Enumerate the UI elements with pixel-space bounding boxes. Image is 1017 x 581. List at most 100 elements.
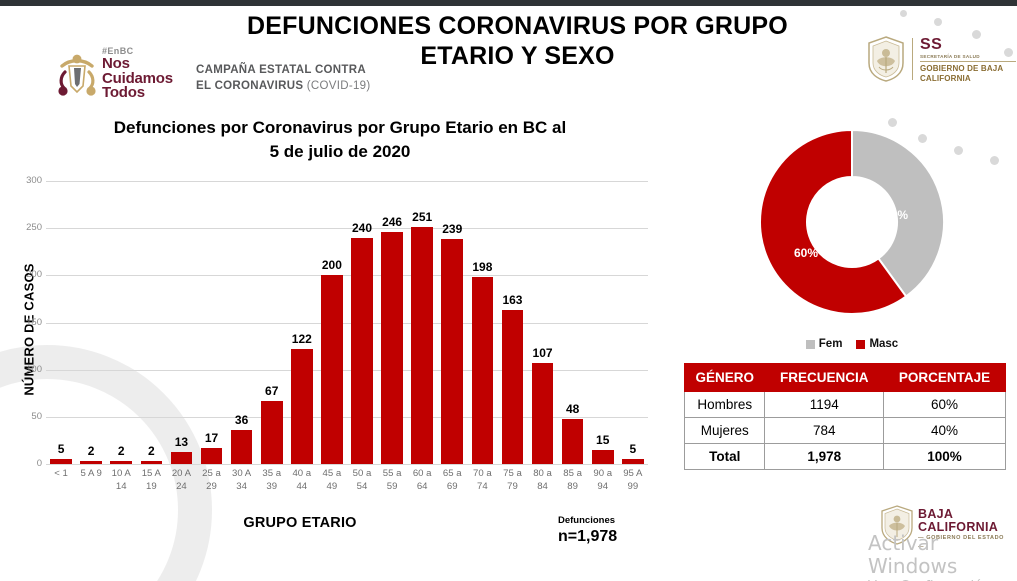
bar[interactable]: [591, 449, 614, 464]
x-axis-tick-label: 30 A 34: [232, 468, 252, 492]
x-axis-tick-label: 95 A 99: [623, 468, 643, 492]
bar-slot[interactable]: 36: [227, 181, 257, 464]
x-axis-title: GRUPO ETARIO: [243, 515, 357, 531]
gridline: [46, 275, 648, 277]
logo-divider: [912, 38, 913, 80]
donut-slice-fem[interactable]: [851, 128, 945, 298]
watermark-line-2: Ve a Configuración pa: [868, 578, 1017, 581]
bar[interactable]: [622, 459, 644, 464]
bar-slot[interactable]: 2: [76, 181, 106, 464]
bar-slot[interactable]: 200: [317, 181, 347, 464]
bar[interactable]: [80, 461, 102, 464]
bar[interactable]: [110, 461, 133, 464]
nct-wordmark: #EnBC Nos Cuidamos Todos: [102, 46, 173, 101]
bar-slot[interactable]: 15: [588, 181, 618, 464]
table-cell-porcentaje: 40%: [882, 417, 1007, 444]
bar-value-label: 107: [532, 346, 553, 361]
sample-size-value: n=1,978: [558, 528, 618, 545]
bar-slot[interactable]: 239: [437, 181, 467, 464]
campaign-line-1: CAMPAÑA ESTATAL CONTRA: [196, 64, 366, 76]
bc-line-3: — GOBIERNO DEL ESTADO —: [918, 535, 1005, 550]
bar[interactable]: [471, 277, 494, 464]
gridline: [46, 416, 648, 418]
bar-slot[interactable]: 240: [347, 181, 377, 464]
bar-slot[interactable]: 163: [497, 181, 527, 464]
donut-label-masc: 60%: [794, 246, 819, 260]
donut-slice-masc[interactable]: [759, 128, 908, 315]
bar-slot[interactable]: 13: [166, 181, 196, 464]
table-row: Hombres 1194 60%: [683, 391, 1007, 418]
nos-cuidamos-todos-logo: #EnBC Nos Cuidamos Todos: [54, 46, 184, 104]
legend-swatch-fem: [805, 339, 815, 349]
secretaria-salud-logo: SS SECRETARÍA DE SALUD GOBIERNO DE BAJA …: [866, 36, 1016, 86]
table-cell-frecuencia: 1,978: [764, 443, 884, 470]
nct-line-2: Cuidamos: [102, 69, 173, 87]
bar[interactable]: [351, 237, 373, 464]
x-axis-tick-label: 90 a 94: [593, 468, 613, 492]
gridline: [46, 322, 648, 324]
bar[interactable]: [140, 461, 163, 464]
x-axis-tick-label: 60 a 64: [412, 468, 432, 492]
watermark-line-1: Activar Windows: [868, 531, 958, 578]
bar[interactable]: [170, 451, 193, 464]
bar[interactable]: [501, 310, 524, 464]
table-cell-porcentaje: 100%: [882, 443, 1007, 470]
legend-swatch-masc: [856, 339, 866, 349]
bar[interactable]: [200, 447, 223, 464]
bar[interactable]: [290, 348, 313, 464]
bar[interactable]: [441, 238, 464, 464]
table-cell-frecuencia: 1194: [764, 391, 884, 418]
table-header-genero: GÉNERO: [683, 363, 766, 392]
legend-item-fem[interactable]: Fem: [805, 338, 843, 350]
bar[interactable]: [321, 275, 343, 464]
campaign-subtitle: CAMPAÑA ESTATAL CONTRA EL CORONAVIRUS (C…: [196, 62, 371, 94]
bar[interactable]: [381, 231, 403, 464]
page-title: DEFUNCIONES CORONAVIRUS POR GRUPO ETARIO…: [247, 12, 788, 70]
x-axis-tick-label: 85 a 89: [563, 468, 582, 492]
bar-slot[interactable]: 107: [528, 181, 558, 464]
bar-slot[interactable]: 246: [377, 181, 407, 464]
bc-line-1: BAJA: [918, 507, 954, 521]
legend-label-fem: Fem: [818, 338, 843, 350]
bar[interactable]: [531, 363, 554, 464]
bar-slot[interactable]: 2: [136, 181, 166, 464]
gridline: [46, 464, 648, 465]
bar[interactable]: [260, 400, 283, 464]
gridline: [46, 181, 648, 182]
y-axis-tick: 200: [26, 269, 42, 281]
bar[interactable]: [50, 459, 72, 464]
bar-value-label: 48: [565, 401, 580, 416]
campaign-line-2-bold: EL CORONAVIRUS: [196, 80, 304, 92]
x-axis-tick-label: < 1: [54, 468, 68, 479]
bar-slot[interactable]: 198: [467, 181, 497, 464]
bar-slot[interactable]: 5: [46, 181, 76, 464]
ss-wordmark: SS SECRETARÍA DE SALUD GOBIERNO DE BAJA …: [920, 37, 1016, 84]
bar-slot[interactable]: 48: [558, 181, 588, 464]
donut-label-fem: 40%: [884, 208, 909, 222]
x-axis-tick-label: 40 a 44: [292, 468, 312, 492]
bar-value-label: 198: [472, 260, 493, 275]
bar-slot[interactable]: 5: [618, 181, 648, 464]
bar-slot[interactable]: 17: [196, 181, 226, 464]
bar-value-label: 122: [291, 331, 312, 346]
ss-initials: SS: [920, 36, 943, 53]
bar-value-label: 13: [174, 434, 189, 449]
ss-rule: [920, 61, 1016, 62]
bar-slot[interactable]: 251: [407, 181, 437, 464]
bar-slot[interactable]: 122: [287, 181, 317, 464]
bar-value-label: 17: [204, 430, 219, 445]
bar[interactable]: [561, 418, 584, 464]
bar-chart-plot-area: 0 50 100 150 200 250 300 5 2 2 2 13 17 36 67 122 200 240…: [26, 175, 648, 469]
bar[interactable]: [411, 227, 433, 464]
table-cell-genero: Total: [683, 443, 766, 470]
bar[interactable]: [230, 430, 253, 464]
table-cell-genero: Hombres: [683, 391, 766, 418]
x-axis-tick-label: 80 a 84: [533, 468, 552, 492]
bar-slot[interactable]: 2: [106, 181, 136, 464]
bar-slot[interactable]: 67: [257, 181, 287, 464]
table-row: Mujeres 784 40%: [683, 417, 1007, 444]
caring-figure-icon: [58, 54, 96, 96]
legend-item-masc[interactable]: Masc: [856, 338, 898, 350]
bar-value-label: 163: [502, 293, 523, 308]
x-axis-tick-label: 75 a 79: [503, 468, 522, 492]
